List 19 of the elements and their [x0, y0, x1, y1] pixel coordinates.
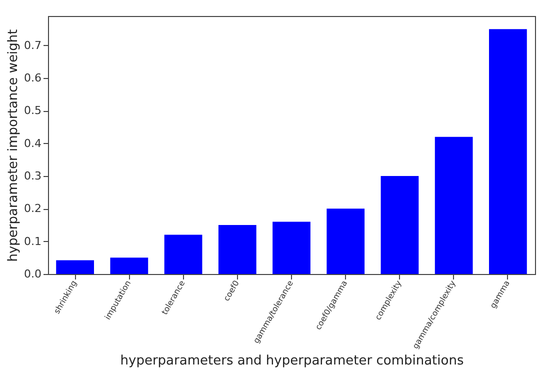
bar: [56, 260, 94, 274]
y-tick-label: 0.4: [24, 136, 42, 150]
y-axis-title: hyperparameter importance weight: [6, 29, 22, 262]
bar: [164, 234, 202, 274]
bar: [110, 258, 148, 274]
bar: [272, 222, 310, 274]
bar: [218, 225, 256, 274]
x-axis-title: hyperparameters and hyperparameter combinations: [120, 353, 464, 368]
y-tick-label: 0.2: [24, 202, 42, 216]
bar: [326, 208, 365, 274]
y-tick-label: 0.7: [24, 38, 42, 52]
y-tick-label: 0.5: [24, 104, 42, 118]
y-tick-label: 0.0: [24, 268, 42, 280]
y-tick-label: 0.3: [24, 170, 42, 183]
y-tick-label: 0.6: [24, 72, 42, 85]
y-tick-label: 0.1: [24, 234, 42, 248]
bar: [489, 29, 527, 274]
bar: [434, 136, 473, 274]
bar: [380, 176, 419, 274]
